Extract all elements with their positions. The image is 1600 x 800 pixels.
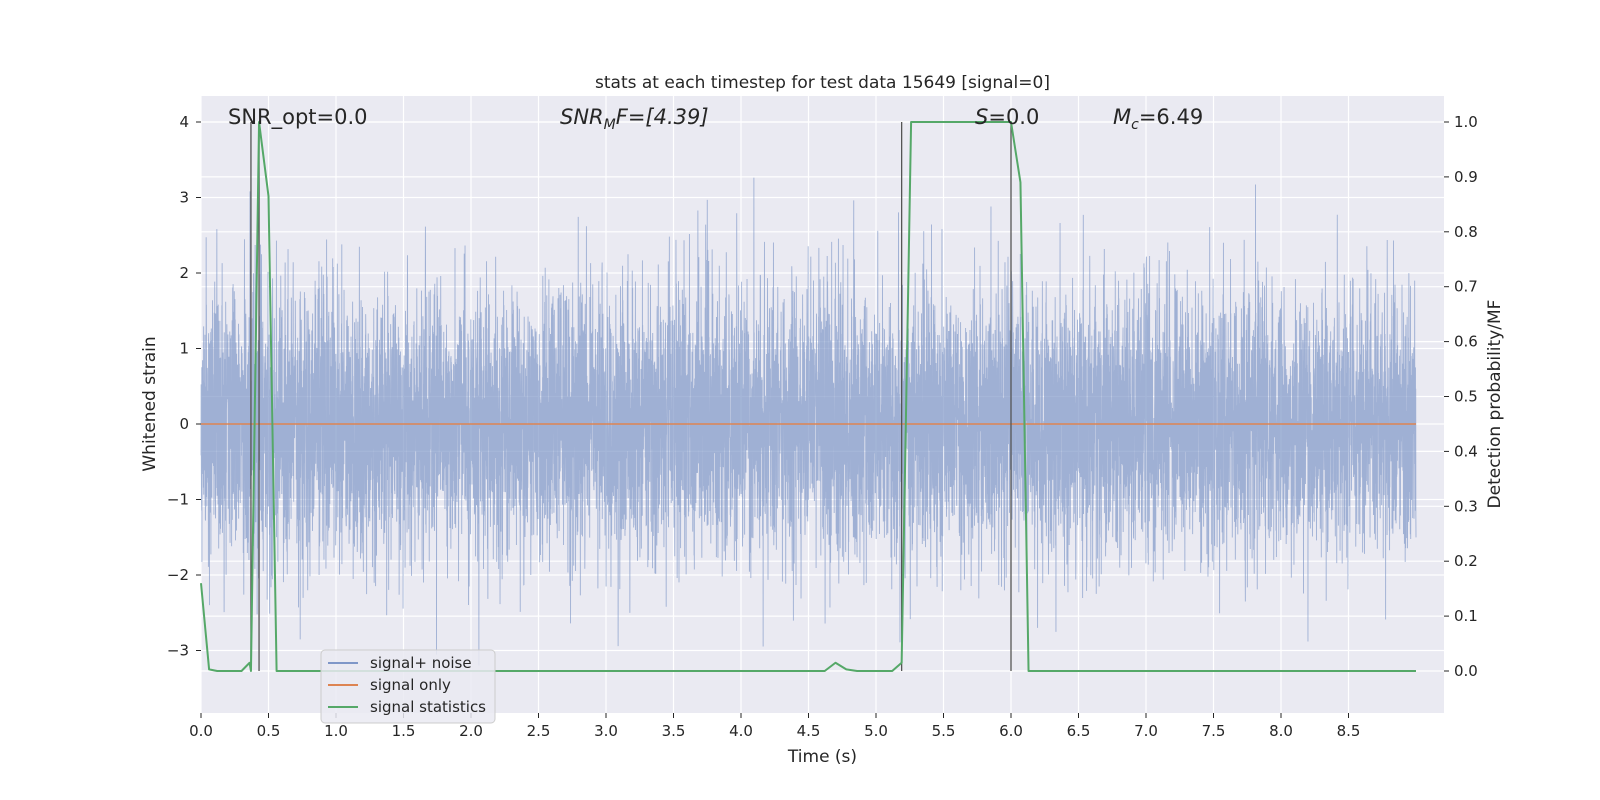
y-left-tick-label: 3	[179, 189, 189, 207]
y-left-tick-label: −1	[167, 491, 189, 509]
x-tick-label: 1.0	[324, 722, 348, 740]
annotation-snr-mf: SNRMF=[4.39]	[560, 105, 709, 133]
y-left-tick-label: 4	[179, 113, 189, 131]
y-left-tick-label: 0	[179, 415, 189, 433]
series-signal-noise	[200, 177, 1417, 666]
x-tick-label: 3.5	[662, 722, 686, 740]
legend: signal+ noise signal only signal statist…	[320, 649, 496, 724]
x-axis-label: Time (s)	[787, 747, 857, 767]
y-right-tick-label: 1.0	[1454, 113, 1478, 131]
vertical-markers	[250, 122, 1012, 671]
x-tick-label: 8.0	[1269, 722, 1293, 740]
x-tick-label: 6.0	[999, 722, 1023, 740]
annotation-s: S=0.0	[975, 105, 1039, 129]
annotation-snr-mf-main: SNR	[560, 105, 604, 129]
x-tick-label: 0.0	[189, 722, 213, 740]
y-right-tick-label: 0.2	[1454, 552, 1478, 570]
y-right-tick-label: 0.7	[1454, 278, 1478, 296]
annotation-snr-opt: SNR_opt=0.0	[228, 105, 368, 130]
legend-box	[320, 649, 496, 724]
y-left-tick-label: −3	[167, 642, 189, 660]
y-left-tick-label: 1	[179, 340, 189, 358]
x-tick-label: 5.5	[932, 722, 956, 740]
legend-label-signal-noise: signal+ noise	[370, 654, 472, 672]
annotation-snr-mf-sub: M	[604, 117, 616, 133]
annotation-mc-sub: c	[1131, 117, 1139, 133]
y-right-tick-label: 0.6	[1454, 333, 1478, 351]
series-line-signal-statistics	[200, 121, 1416, 672]
x-axis-ticks: 0.0 0.5 1.0 1.5 2.0 2.5 3.0 3.5 4.0 4.5 5.0 5.5 6.0 6…	[189, 713, 1360, 740]
y-right-tick-label: 0.5	[1454, 388, 1478, 406]
x-tick-label: 7.5	[1202, 722, 1226, 740]
x-tick-label: 2.5	[527, 722, 551, 740]
annotation-mc: Mc=6.49	[1113, 105, 1203, 133]
y-right-tick-label: 0.8	[1454, 223, 1478, 241]
y-axis-right-ticks: 0.0 0.1 0.2 0.3 0.4 0.5 0.6 0.7 0.8 0.9 1.0	[1444, 113, 1478, 680]
chart-title: stats at each timestep for test data 156…	[595, 73, 1050, 93]
annotation-snr-mf-rest: F=[4.39]	[616, 105, 709, 129]
y-right-tick-label: 0.3	[1454, 497, 1478, 515]
y-right-tick-label: 0.1	[1454, 607, 1478, 625]
x-tick-label: 7.0	[1134, 722, 1158, 740]
y-axis-left-label: Whitened strain	[140, 336, 160, 471]
annotation-s-rest: =0.0	[988, 105, 1039, 129]
annotation-mc-rest: =6.49	[1139, 105, 1203, 129]
y-right-tick-label: 0.4	[1454, 442, 1478, 460]
y-left-tick-label: 2	[179, 264, 189, 282]
legend-label-signal-only: signal only	[370, 676, 451, 694]
y-right-tick-label: 0.0	[1454, 662, 1478, 680]
x-tick-label: 5.0	[864, 722, 888, 740]
annotation-mc-main: M	[1113, 105, 1131, 129]
y-left-tick-label: −2	[167, 566, 189, 584]
y-right-tick-label: 0.9	[1454, 168, 1478, 186]
series-signal-statistics	[200, 121, 1416, 672]
x-tick-label: 6.5	[1067, 722, 1091, 740]
x-tick-label: 4.0	[729, 722, 753, 740]
x-tick-label: 1.5	[392, 722, 416, 740]
x-tick-label: 4.5	[797, 722, 821, 740]
x-tick-label: 0.5	[257, 722, 281, 740]
y-axis-right-label: Detection probability/MF	[1485, 300, 1505, 509]
y-axis-left-ticks: −3 −2 −1 0 1 2 3 4	[167, 113, 201, 660]
x-tick-label: 8.5	[1337, 722, 1361, 740]
series-line-signal-noise	[200, 177, 1417, 666]
x-tick-label: 2.0	[459, 722, 483, 740]
x-tick-label: 3.0	[594, 722, 618, 740]
legend-label-signal-statistics: signal statistics	[370, 698, 486, 716]
annotation-s-main: S	[975, 105, 988, 129]
